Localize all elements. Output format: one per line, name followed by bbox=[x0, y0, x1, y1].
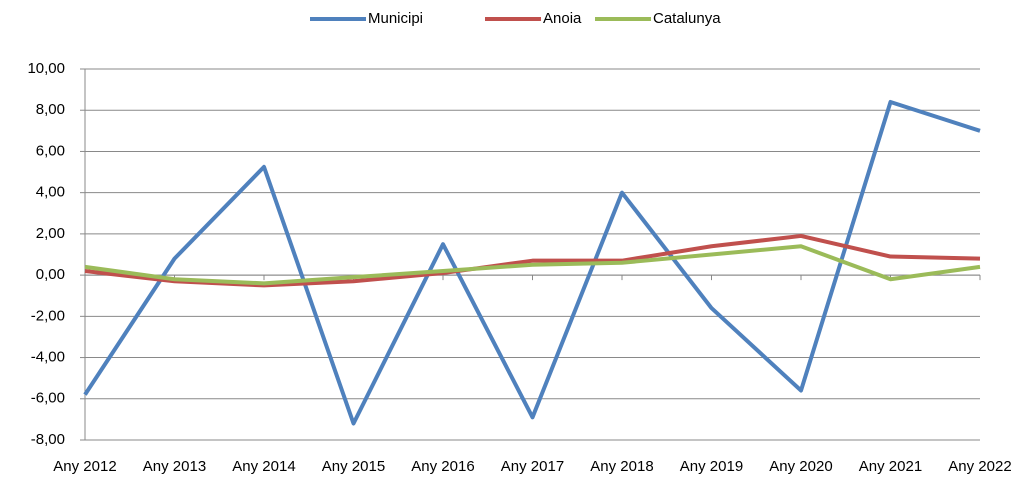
x-tick-label: Any 2020 bbox=[769, 458, 832, 475]
y-tick-label: 2,00 bbox=[36, 225, 65, 242]
x-tick-label: Any 2021 bbox=[859, 458, 922, 475]
y-tick-label: 0,00 bbox=[36, 266, 65, 283]
series-line bbox=[84, 244, 981, 286]
legend-label: Anoia bbox=[543, 10, 582, 27]
series-line bbox=[84, 233, 981, 288]
legend-label: Catalunya bbox=[653, 10, 721, 27]
x-tick-label: Any 2018 bbox=[590, 458, 653, 475]
legend-label: Municipi bbox=[368, 10, 423, 27]
x-tick-label: Any 2017 bbox=[501, 458, 564, 475]
series-line bbox=[83, 99, 981, 426]
x-tick-label: Any 2014 bbox=[232, 458, 295, 475]
x-tick-label: Any 2013 bbox=[143, 458, 206, 475]
y-tick-label: -6,00 bbox=[31, 390, 65, 407]
y-tick-label: -4,00 bbox=[31, 349, 65, 366]
x-tick-label: Any 2012 bbox=[53, 458, 116, 475]
y-tick-label: 8,00 bbox=[36, 101, 65, 118]
y-tick-label: -2,00 bbox=[31, 307, 65, 324]
x-tick-label: Any 2019 bbox=[680, 458, 743, 475]
y-tick-label: -8,00 bbox=[31, 431, 65, 448]
x-tick-label: Any 2015 bbox=[322, 458, 385, 475]
y-tick-label: 6,00 bbox=[36, 142, 65, 159]
x-tick-label: Any 2016 bbox=[411, 458, 474, 475]
y-tick-label: 4,00 bbox=[36, 184, 65, 201]
y-tick-label: 10,00 bbox=[27, 60, 65, 77]
x-tick-label: Any 2022 bbox=[948, 458, 1011, 475]
